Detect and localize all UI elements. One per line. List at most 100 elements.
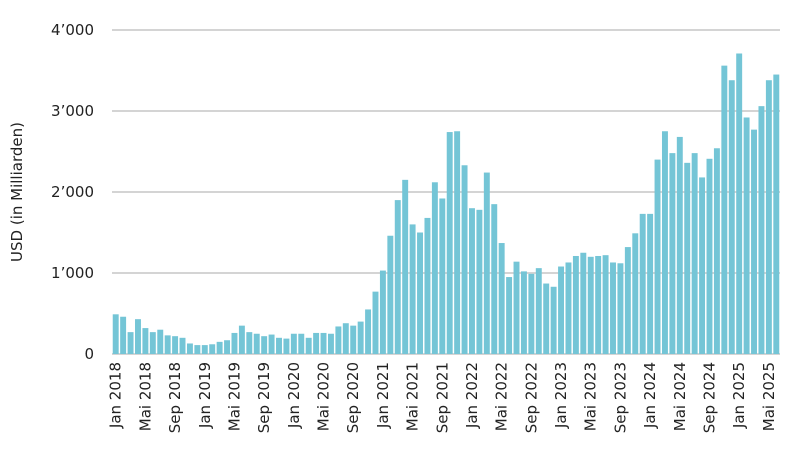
bar (728, 80, 735, 354)
bar (268, 334, 275, 354)
bar (298, 333, 305, 354)
x-tick-label: Sep 2019 (255, 362, 273, 433)
y-axis-label: USD (in Milliarden) (8, 122, 26, 262)
bar (409, 224, 416, 354)
bar (520, 271, 527, 354)
x-tick-label: Jan 2024 (641, 362, 659, 429)
bar (721, 65, 728, 354)
bar (179, 337, 186, 354)
bar (699, 177, 706, 354)
bar (350, 325, 357, 354)
bar (558, 266, 565, 354)
bar (624, 247, 631, 354)
bar (661, 131, 668, 354)
bar (112, 314, 119, 354)
bar (127, 332, 134, 354)
x-tick-label: Jan 2020 (285, 362, 303, 429)
bar (654, 159, 661, 354)
x-tick-label: Sep 2022 (522, 362, 540, 433)
x-tick-label: Jan 2025 (730, 362, 748, 429)
x-tick-labels: Jan 2018 Mai 2018 Sep 2018 Jan 2019 Mai 2019… (107, 362, 778, 433)
bar (320, 332, 327, 354)
bar (209, 344, 216, 354)
bar (172, 336, 179, 354)
bar (535, 268, 542, 354)
bars (112, 53, 780, 355)
bar (120, 316, 127, 354)
bar (498, 243, 505, 354)
bar (461, 165, 468, 354)
bar (676, 136, 683, 354)
bar (135, 319, 141, 354)
bar (758, 106, 765, 354)
bar (327, 333, 334, 354)
bar (506, 277, 513, 354)
x-tick-label: Mai 2020 (315, 362, 333, 431)
bar (765, 80, 772, 354)
bar (387, 235, 394, 354)
bar (543, 283, 550, 354)
bar (528, 273, 535, 354)
bar (142, 328, 149, 354)
x-tick-label: Mai 2019 (225, 362, 243, 431)
bar (372, 291, 379, 354)
bar (431, 182, 438, 354)
bar (224, 340, 231, 354)
bar (186, 343, 193, 354)
bar (424, 217, 431, 354)
grid-lines (112, 29, 780, 355)
x-tick-label: Jan 2018 (107, 362, 125, 429)
x-tick-label: Mai 2022 (493, 362, 511, 431)
bar (335, 326, 342, 354)
bar (669, 153, 676, 354)
bar (194, 345, 201, 354)
bar (736, 53, 743, 355)
y-tick-label: 3’000 (51, 102, 94, 120)
x-tick-label: Jan 2019 (196, 362, 214, 429)
bar (454, 131, 461, 354)
y-tick-label: 4’000 (51, 21, 94, 39)
bar (216, 341, 223, 354)
bar (238, 325, 245, 354)
bar (283, 338, 290, 354)
bar (149, 332, 156, 354)
bar (743, 117, 750, 354)
bar (290, 333, 297, 354)
bar (550, 286, 557, 354)
bar (469, 208, 475, 354)
x-tick-label: Jan 2021 (374, 362, 392, 429)
bar (342, 323, 349, 354)
x-tick-label: Mai 2021 (404, 362, 422, 431)
bar (639, 213, 646, 354)
bar (713, 148, 720, 354)
bar (261, 336, 268, 354)
bar (773, 74, 780, 355)
bar (201, 345, 208, 354)
bar (379, 270, 386, 354)
y-tick-label: 0 (84, 345, 94, 363)
bar (572, 255, 579, 354)
bar (357, 321, 364, 354)
x-tick-label: Mai 2025 (760, 362, 778, 431)
bar (684, 162, 691, 354)
bar (751, 129, 757, 354)
x-tick-label: Sep 2020 (344, 362, 362, 433)
bar (706, 158, 713, 354)
x-tick-label: Mai 2024 (671, 362, 689, 431)
x-tick-label: Sep 2021 (433, 362, 451, 433)
bar (365, 309, 372, 354)
bar (313, 332, 320, 354)
bar (446, 132, 453, 354)
bar (402, 179, 409, 354)
y-tick-labels: 0 1’000 2’000 3’000 4’000 (51, 21, 94, 363)
bar (394, 200, 401, 354)
bar (513, 261, 520, 354)
bar (417, 232, 423, 354)
bar (647, 213, 654, 354)
bar (483, 172, 490, 354)
bar (276, 337, 282, 354)
bar (164, 335, 171, 354)
x-tick-label: Sep 2018 (166, 362, 184, 433)
x-tick-label: Sep 2023 (611, 362, 629, 433)
x-tick-label: Mai 2023 (582, 362, 600, 431)
